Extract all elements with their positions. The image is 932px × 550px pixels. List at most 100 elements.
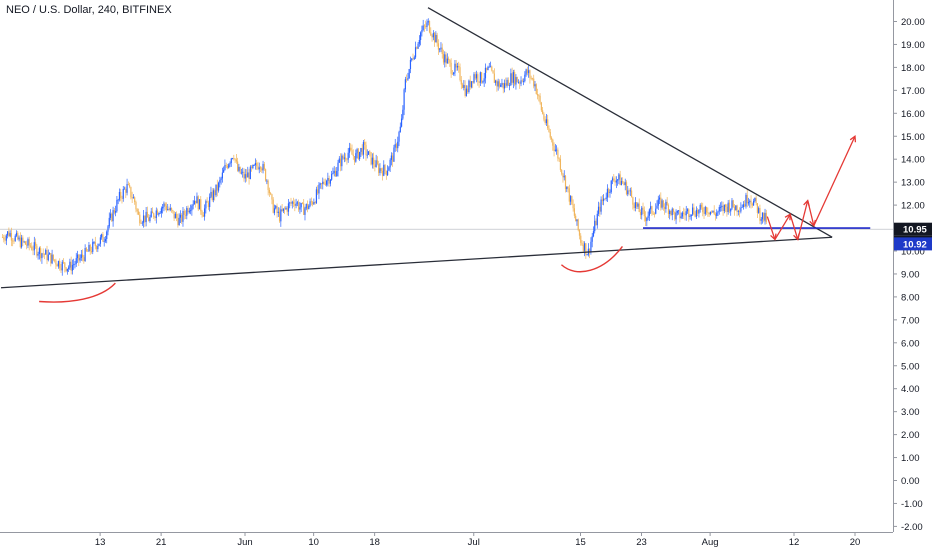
candle-body <box>586 254 588 256</box>
candle-body <box>472 81 474 83</box>
candle-body <box>610 180 612 192</box>
candle-body <box>536 93 539 96</box>
candles-layer <box>1 18 767 276</box>
candle-body <box>515 77 517 85</box>
candle-body <box>262 164 264 171</box>
candle-body <box>115 211 117 213</box>
candle-body <box>339 158 342 167</box>
candle-body <box>42 253 44 255</box>
candle-body <box>411 58 413 61</box>
candle-body <box>99 237 101 244</box>
candle-body <box>380 168 382 171</box>
candle-body <box>203 208 206 217</box>
candle-body <box>34 242 37 246</box>
candle-body <box>389 159 391 168</box>
candle-body <box>636 202 638 207</box>
candle-body <box>404 79 406 90</box>
price-tick-label: 16.00 <box>901 109 925 120</box>
candle-body <box>397 141 399 149</box>
candle-body <box>647 215 649 218</box>
time-tick-label: 10 <box>308 537 319 548</box>
candle-body <box>191 205 193 211</box>
candle-body <box>51 254 53 264</box>
candle-body <box>646 217 648 222</box>
candle-body <box>517 82 520 83</box>
price-tick-label: 14.00 <box>901 155 925 166</box>
candle-body <box>580 235 582 243</box>
candle-body <box>495 80 497 83</box>
candle-body <box>633 204 635 209</box>
candle-body <box>556 149 558 151</box>
price-tick-label: -2.00 <box>901 522 923 533</box>
candle-body <box>90 251 93 252</box>
candle-body <box>676 211 678 213</box>
candle-body <box>165 205 168 211</box>
candle-body <box>539 95 541 103</box>
price-tick-label: 7.00 <box>901 315 920 326</box>
candle-body <box>41 253 43 259</box>
candle-body <box>728 202 731 212</box>
candle-body <box>121 197 123 199</box>
time-axis[interactable]: 13 21 Jun 10 18 Jul 15 23 Aug 12 20 <box>0 532 893 548</box>
candle-body <box>744 204 746 207</box>
candle-body <box>79 258 81 261</box>
candle-body <box>678 210 680 212</box>
candle-body <box>447 58 450 61</box>
last-price-tag-bg <box>894 222 932 236</box>
projection-arrow-segment <box>766 216 776 240</box>
candle-body <box>364 142 366 145</box>
candle-body <box>751 203 753 206</box>
candle-body <box>561 169 563 174</box>
candle-body <box>398 132 400 142</box>
candle-body <box>361 148 363 155</box>
candle-body <box>305 204 307 209</box>
candle-body <box>328 178 330 184</box>
candle-body <box>359 151 361 159</box>
candle-body <box>126 183 128 193</box>
candle-body <box>123 188 126 190</box>
candle-body <box>435 34 437 43</box>
candle-body <box>716 212 718 216</box>
candle-body <box>301 203 304 204</box>
candle-body <box>32 249 34 251</box>
candle-body <box>132 197 135 199</box>
candle-body <box>520 80 522 84</box>
candle-body <box>441 47 443 55</box>
candle-body <box>423 25 426 27</box>
candle-body <box>239 166 241 174</box>
candle-body <box>219 180 221 183</box>
candle-body <box>33 242 35 251</box>
candle-body <box>691 207 694 215</box>
candle-body <box>726 206 728 213</box>
candle-body <box>421 30 423 33</box>
candle-body <box>492 70 494 74</box>
candle-body <box>228 164 230 168</box>
candle-body <box>507 79 509 86</box>
candle-body <box>111 213 113 222</box>
candle-body <box>108 217 110 227</box>
candle-body <box>62 261 65 263</box>
time-tick-label: 15 <box>575 537 586 548</box>
candle-body <box>184 214 187 216</box>
candle-body <box>186 208 188 216</box>
candle-body <box>619 174 621 186</box>
candle-body <box>542 110 544 114</box>
candle-body <box>286 207 288 212</box>
candle-body <box>641 207 643 216</box>
candle-body <box>627 190 629 195</box>
price-axis[interactable]: -2.00 -1.00 0.00 1.00 2.00 3.00 4.00 5.00 6.00 7.… <box>893 0 925 533</box>
candle-body <box>533 78 535 87</box>
candle-body <box>408 69 410 78</box>
candle-body <box>153 213 155 218</box>
candle-body <box>469 80 471 88</box>
candle-body <box>40 248 42 259</box>
candle-body <box>634 202 636 209</box>
candle-body <box>550 137 553 140</box>
candle-body <box>231 158 234 160</box>
candle-body <box>613 178 615 181</box>
candle-body <box>548 128 550 132</box>
candle-body <box>65 267 67 272</box>
candle-body <box>243 171 245 179</box>
candle-body <box>436 34 438 44</box>
